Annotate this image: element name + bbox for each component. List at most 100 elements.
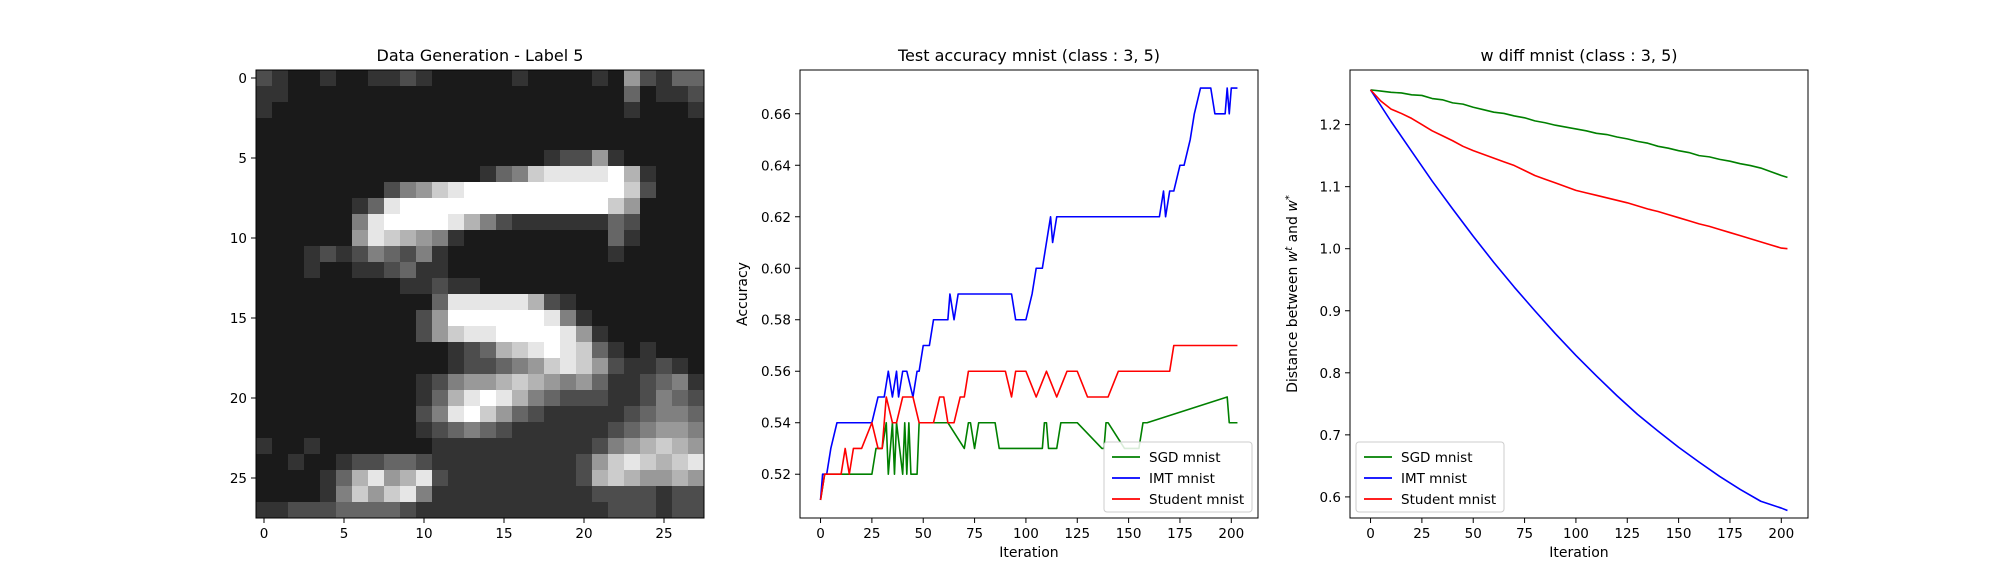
pixel-cell [384, 278, 401, 295]
pixel-cell [256, 230, 273, 247]
pixel-cell [688, 422, 705, 439]
pixel-cell [416, 278, 433, 295]
pixel-cell [272, 86, 289, 103]
pixel-cell [320, 438, 337, 455]
pixel-cell [480, 406, 497, 423]
pixel-cell [608, 310, 625, 327]
pixel-cell [304, 182, 321, 199]
pixel-cell [544, 390, 561, 407]
pixel-cell [320, 342, 337, 359]
pixel-cell [384, 374, 401, 391]
pixel-cell [256, 262, 273, 279]
pixel-cell [448, 230, 465, 247]
pixel-cell [304, 390, 321, 407]
pixel-cell [336, 406, 353, 423]
pixel-cell [592, 502, 609, 519]
pixel-cell [464, 118, 481, 135]
pixel-cell [272, 166, 289, 183]
pixel-cell [672, 134, 689, 151]
pixel-cell [288, 102, 305, 119]
pixel-cell [288, 358, 305, 375]
pixel-cell [640, 246, 657, 263]
pixel-cell [592, 294, 609, 311]
pixel-cell [256, 150, 273, 167]
pixel-cell [272, 102, 289, 119]
pixel-cell [544, 214, 561, 231]
pixel-cell [288, 214, 305, 231]
pixel-cell [256, 502, 273, 519]
pixel-cell [672, 262, 689, 279]
pixel-cell [592, 438, 609, 455]
pixel-cell [368, 278, 385, 295]
pixel-cell [288, 278, 305, 295]
pixel-cell [672, 198, 689, 215]
pixel-cell [336, 390, 353, 407]
pixel-cell [528, 454, 545, 471]
x-tick-label: 175 [1717, 526, 1743, 542]
pixel-cell [352, 470, 369, 487]
pixel-cell [368, 102, 385, 119]
pixel-cell [688, 86, 705, 103]
x-tick-label: 20 [575, 526, 592, 542]
pixel-cell [624, 214, 641, 231]
pixel-cell [560, 294, 577, 311]
pixel-cell [608, 134, 625, 151]
pixel-cell [288, 246, 305, 263]
pixel-cell [496, 86, 513, 103]
pixel-cell [352, 182, 369, 199]
pixel-cell [496, 310, 513, 327]
pixel-cell [528, 422, 545, 439]
pixel-cell [416, 102, 433, 119]
pixel-cell [384, 422, 401, 439]
pixel-cell [672, 102, 689, 119]
pixel-cell [288, 230, 305, 247]
pixel-cell [688, 246, 705, 263]
x-tick-label: 200 [1768, 526, 1794, 542]
accuracy-panel-title: Test accuracy mnist (class : 3, 5) [897, 46, 1160, 65]
pixel-cell [384, 246, 401, 263]
pixel-cell [256, 102, 273, 119]
pixel-cell [640, 438, 657, 455]
pixel-cell [256, 294, 273, 311]
pixel-cell [480, 230, 497, 247]
pixel-cell [288, 374, 305, 391]
pixel-cell [672, 70, 689, 87]
pixel-cell [272, 70, 289, 87]
pixel-cell [624, 422, 641, 439]
pixel-cell [544, 438, 561, 455]
pixel-cell [416, 246, 433, 263]
pixel-cell [400, 246, 417, 263]
legend-label: Student mnist [1149, 492, 1244, 508]
pixel-cell [416, 342, 433, 359]
pixel-cell [528, 374, 545, 391]
pixel-cell [480, 438, 497, 455]
pixel-cell [368, 310, 385, 327]
pixel-cell [384, 406, 401, 423]
pixel-cell [480, 422, 497, 439]
legend-box [1355, 441, 1505, 513]
pixel-cell [384, 118, 401, 135]
pixel-cell [592, 326, 609, 343]
pixel-cell [512, 102, 529, 119]
pixel-cell [496, 358, 513, 375]
pixel-cell [464, 310, 481, 327]
pixel-cell [448, 118, 465, 135]
pixel-cell [368, 390, 385, 407]
pixel-cell [496, 150, 513, 167]
pixel-cell [576, 406, 593, 423]
pixel-cell [688, 358, 705, 375]
pixel-cell [464, 390, 481, 407]
pixel-cell [480, 102, 497, 119]
pixel-cell [560, 102, 577, 119]
pixel-cell [528, 390, 545, 407]
y-tick-label: 0 [238, 71, 247, 87]
pixel-cell [320, 278, 337, 295]
pixel-cell [624, 310, 641, 327]
pixel-cell [400, 134, 417, 151]
pixel-cell [256, 374, 273, 391]
pixel-cell [576, 166, 593, 183]
pixel-cell [656, 422, 673, 439]
pixel-cell [624, 246, 641, 263]
pixel-cell [624, 118, 641, 135]
pixel-cell [544, 70, 561, 87]
